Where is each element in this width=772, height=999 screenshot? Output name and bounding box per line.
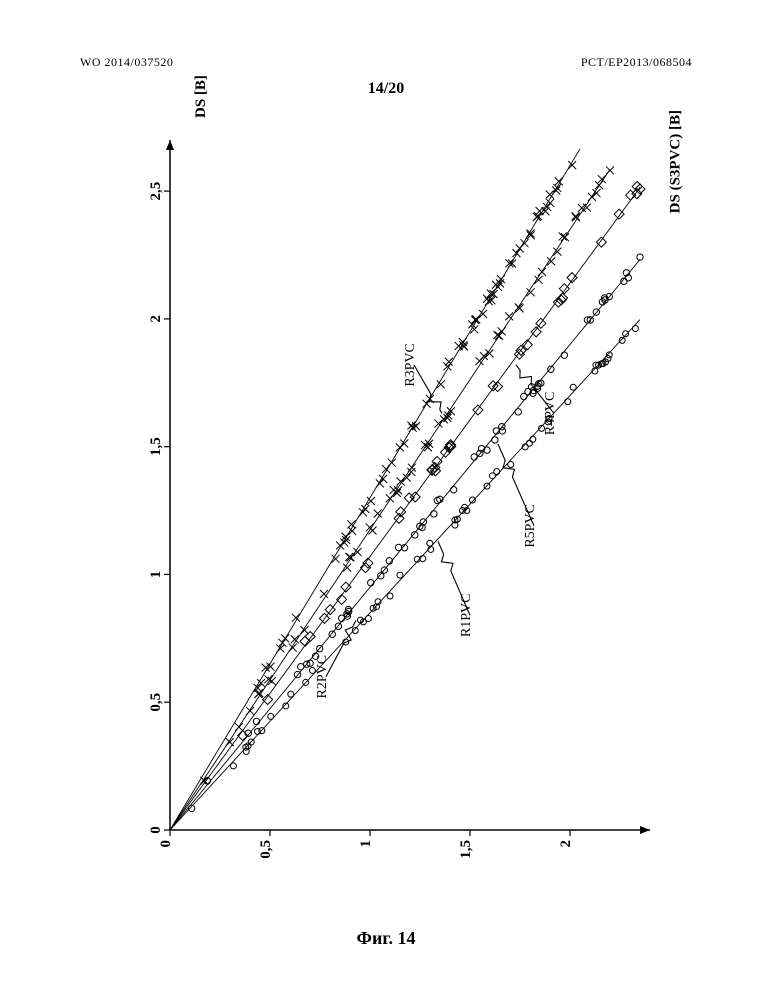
series-R4PVC: R4PVC <box>170 181 645 830</box>
y-axis-label: DS [B] <box>193 75 210 118</box>
chart-area: 0 0,5 1 1,5 2 0 0,5 1 1,5 2 2,5 R2PVC R3PVC R4PVC R5PV… <box>110 120 670 880</box>
series-R5PVC: R5PVC <box>170 254 643 830</box>
chart-svg: 0 0,5 1 1,5 2 0 0,5 1 1,5 2 2,5 R2PVC R3PVC R4PVC R5PV… <box>110 120 670 880</box>
series-label: R1PVC <box>459 594 474 638</box>
header-doc-id: WO 2014/037520 <box>80 55 173 70</box>
series-label: R5PVC <box>523 504 538 548</box>
y-tick-label: 1,5 <box>148 437 164 456</box>
x-tick-label: 0,5 <box>258 840 274 859</box>
x-tick-label: 1,5 <box>458 840 474 859</box>
series-R3PVC: R3PVC <box>170 166 614 830</box>
series-label: R3PVC <box>403 343 418 387</box>
header-pct-id: PCT/EP2013/068504 <box>581 55 692 70</box>
x-tick-label: 1 <box>358 840 374 848</box>
series-R1PVC: R1PVC <box>170 320 640 830</box>
y-tick-label: 2 <box>148 315 164 323</box>
y-tick-label: 2,5 <box>148 182 164 201</box>
y-tick-label: 1 <box>148 571 164 579</box>
series-label: R4PVC <box>543 392 558 436</box>
y-tick-label: 0,5 <box>148 693 164 712</box>
x-tick-label: 0 <box>158 840 174 848</box>
page-number: 14/20 <box>368 80 404 98</box>
series-label: R2PVC <box>315 655 330 699</box>
x-tick-label: 2 <box>558 840 574 848</box>
y-tick-label: 0 <box>148 826 164 834</box>
figure-caption: Фиг. 14 <box>357 928 416 949</box>
